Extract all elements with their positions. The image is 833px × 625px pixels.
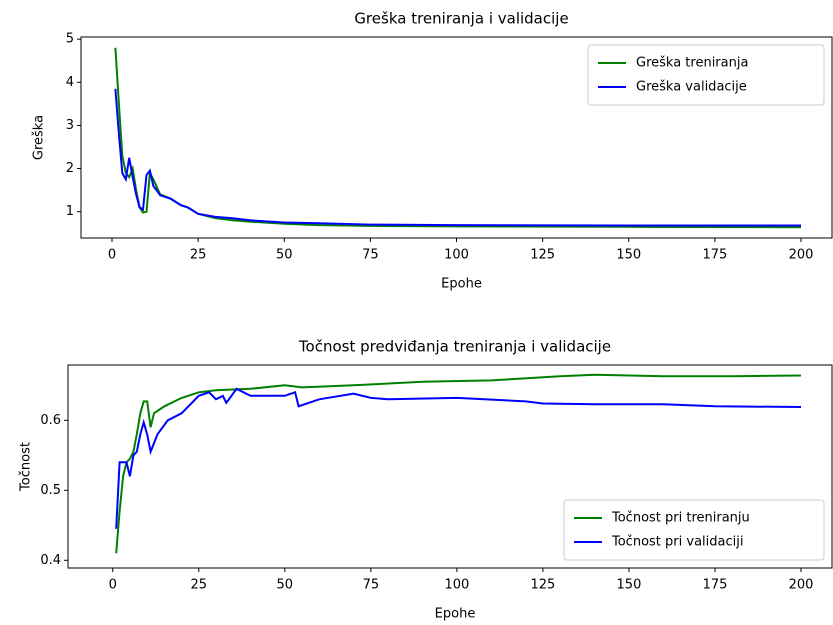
- axes-frame: [67, 364, 833, 569]
- y-tick-label: 0.5: [40, 483, 61, 498]
- x-tick-label: 75: [362, 248, 379, 263]
- chart-title: Greška treniranja i validacije: [354, 10, 568, 28]
- x-tick-label: 150: [616, 248, 641, 263]
- legend-label: Greška validacije: [636, 80, 747, 95]
- x-tick-label: 50: [276, 248, 293, 263]
- line-series: [115, 373, 802, 554]
- x-tick-label: 50: [277, 578, 294, 593]
- y-tick-label: 1: [66, 204, 74, 219]
- chart-title: Točnost predviđanja treniranja i validac…: [298, 338, 611, 356]
- y-tick-label: 0.4: [40, 553, 61, 568]
- y-tick-label: 5: [66, 32, 74, 47]
- axes-frame: [80, 36, 833, 239]
- x-tick-label: 75: [363, 578, 380, 593]
- x-tick-label: 0: [109, 578, 117, 593]
- legend-box: [587, 44, 825, 106]
- x-tick-label: 25: [191, 578, 208, 593]
- x-tick-label: 100: [444, 248, 469, 263]
- x-axis-label: Epohe: [441, 277, 482, 292]
- x-tick-label: 100: [444, 578, 469, 593]
- x-tick-label: 200: [789, 578, 814, 593]
- x-axis-label: Epohe: [435, 607, 476, 622]
- y-tick-label: 4: [66, 75, 74, 90]
- x-tick-label: 25: [190, 248, 207, 263]
- legend-label: Točnost pri validaciji: [611, 535, 743, 550]
- legend-label: Greška treniranja: [636, 56, 748, 71]
- x-tick-label: 150: [617, 578, 642, 593]
- legend-box: [563, 499, 825, 561]
- y-tick-label: 2: [66, 161, 74, 176]
- x-tick-label: 125: [531, 578, 556, 593]
- x-tick-label: 200: [789, 248, 814, 263]
- y-tick-label: 3: [66, 118, 74, 133]
- x-tick-label: 0: [108, 248, 116, 263]
- x-tick-label: 175: [703, 578, 728, 593]
- y-tick-label: 0.6: [40, 413, 61, 428]
- y-axis-label: Greška: [32, 115, 47, 160]
- line-series: [114, 88, 801, 227]
- x-tick-label: 175: [702, 248, 727, 263]
- legend-label: Točnost pri treniranju: [611, 511, 750, 526]
- x-tick-label: 125: [530, 248, 555, 263]
- y-axis-label: Točnost: [19, 442, 34, 492]
- line-series: [115, 387, 802, 529]
